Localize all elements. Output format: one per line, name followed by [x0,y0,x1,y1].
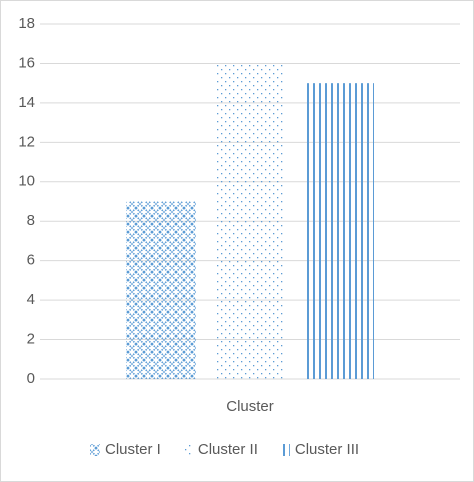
legend-label: Cluster I [105,441,161,458]
y-tick-label: 0 [27,370,35,387]
legend-label: Cluster III [295,441,359,458]
legend-swatch [182,444,193,456]
y-tick-label: 4 [27,291,35,308]
bar [126,201,196,379]
legend-label: Cluster II [198,441,258,458]
y-tick-label: 6 [27,252,35,269]
y-tick-label: 16 [18,54,35,71]
legend-swatch [279,444,290,456]
y-tick-label: 18 [18,15,35,32]
y-tick-label: 8 [27,212,35,229]
x-tick-label: Cluster [226,398,274,415]
bar [304,83,374,380]
bar [215,63,285,379]
y-tick-label: 14 [18,94,35,111]
y-tick-label: 10 [18,173,35,190]
y-tick-label: 2 [27,331,35,348]
y-tick-label: 12 [18,133,35,150]
legend-swatch [90,444,100,456]
